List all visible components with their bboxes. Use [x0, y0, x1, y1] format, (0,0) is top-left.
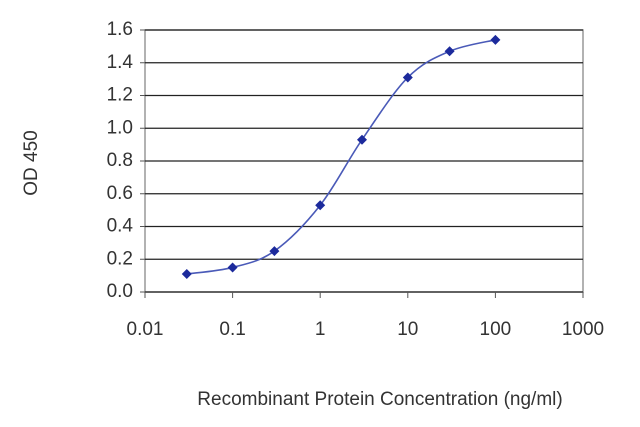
marker	[444, 46, 455, 57]
y-tick-label: 1.6	[107, 19, 133, 40]
x-tick-label: 10	[397, 319, 418, 340]
x-axis-label: Recombinant Protein Concentration (ng/ml…	[197, 389, 562, 410]
x-tick-label: 1	[315, 319, 326, 340]
x-tick-label: 0.1	[219, 319, 245, 340]
y-tick-label: 0.4	[107, 216, 134, 237]
y-tick-label: 0.6	[107, 183, 133, 204]
marker	[402, 72, 413, 83]
marker	[181, 268, 192, 279]
marker	[315, 200, 326, 211]
series-line	[186, 39, 496, 275]
y-tick-label: 1.4	[107, 52, 134, 73]
y-tick-label: 0.8	[107, 150, 133, 171]
y-tick-label: 1.2	[107, 85, 133, 106]
x-tick-label: 1000	[562, 319, 604, 340]
marker	[269, 246, 280, 257]
marker	[356, 134, 367, 145]
y-tick-label: 0.0	[107, 281, 133, 302]
x-tick-label: 0.01	[127, 319, 164, 340]
x-tick-label: 100	[480, 319, 512, 340]
y-tick-label: 0.2	[107, 248, 133, 269]
y-tick-label: 1.0	[107, 117, 133, 138]
y-axis-label: OD 450	[21, 130, 42, 195]
marker	[490, 34, 501, 45]
marker	[227, 262, 238, 273]
